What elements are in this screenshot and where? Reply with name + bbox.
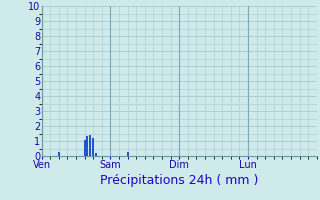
Bar [95,153,97,156]
X-axis label: Précipitations 24h ( mm ): Précipitations 24h ( mm ) [100,174,258,187]
Bar [92,138,94,156]
Bar [86,136,88,156]
Bar [84,140,86,156]
Bar [127,152,129,156]
Bar [89,135,91,156]
Bar [58,152,60,156]
